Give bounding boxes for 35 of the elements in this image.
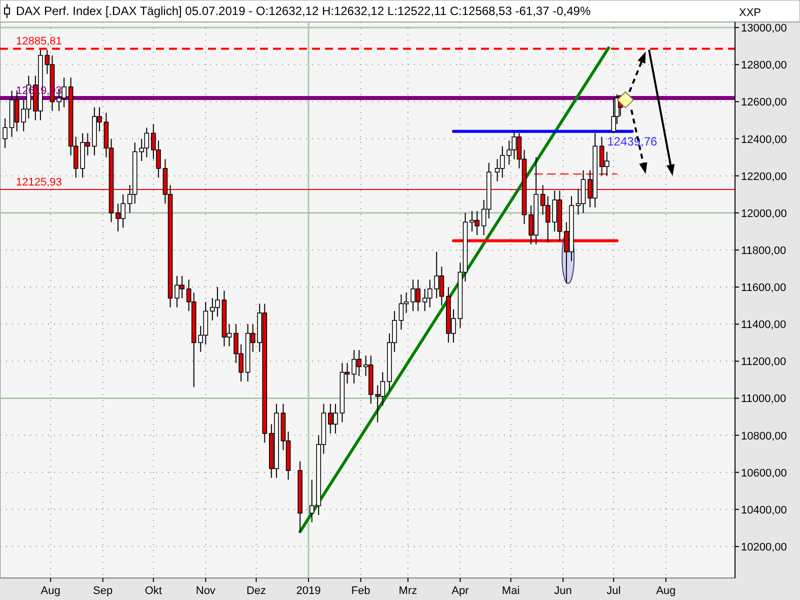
x-tick-label: Dez [246,585,266,597]
x-tick-label: 2019 [296,585,321,597]
x-tick-label: Jun [554,585,572,597]
y-tick-label: 10800,00 [741,430,787,442]
x-tick-label: Aug [656,585,676,597]
y-tick-label: 10200,00 [741,541,787,554]
y-tick-label: 12400,00 [741,134,787,146]
y-tick-label: 11600,00 [741,282,786,294]
y-tick-label: 12000,00 [741,208,787,220]
ref-line-label: 12125,93 [16,176,62,189]
ref-line-label: 12885,81 [16,36,62,48]
candlestick [611,97,616,134]
x-tick-label: Jul [606,585,621,597]
x-tick-label: Apr [452,585,470,597]
y-axis-title: XXP [739,7,762,19]
annotation: 12439,76 [607,134,658,148]
y-tick-label: 12600,00 [741,96,787,109]
y-tick-label: 11200,00 [741,356,786,368]
y-tick-label: 10400,00 [741,504,787,516]
x-tick-label: Mai [502,585,520,597]
y-tick-label: 11800,00 [741,244,786,257]
y-tick-label: 11400,00 [741,319,786,332]
x-tick-label: Feb [351,585,370,597]
y-tick-label: 12800,00 [741,60,787,72]
x-tick-label: Okt [144,585,162,597]
x-tick-label: Sep [93,585,113,597]
y-tick-label: 13000,00 [741,22,787,35]
y-tick-label: 12200,00 [741,170,787,183]
x-tick-label: Mrz [398,585,418,597]
y-tick-label: 11000,00 [741,393,786,406]
chart-title: DAX Perf. Index [.DAX Täglich] 05.07.2019 - O:12632,12 H:12632,12 L:12522,11 C:12568,53 -61,37 -0,49% [16,4,591,18]
x-tick-label: Aug [40,585,60,597]
x-tick-label: Nov [196,585,216,597]
y-tick-label: 10600,00 [741,467,787,480]
candlestick [2,118,8,149]
